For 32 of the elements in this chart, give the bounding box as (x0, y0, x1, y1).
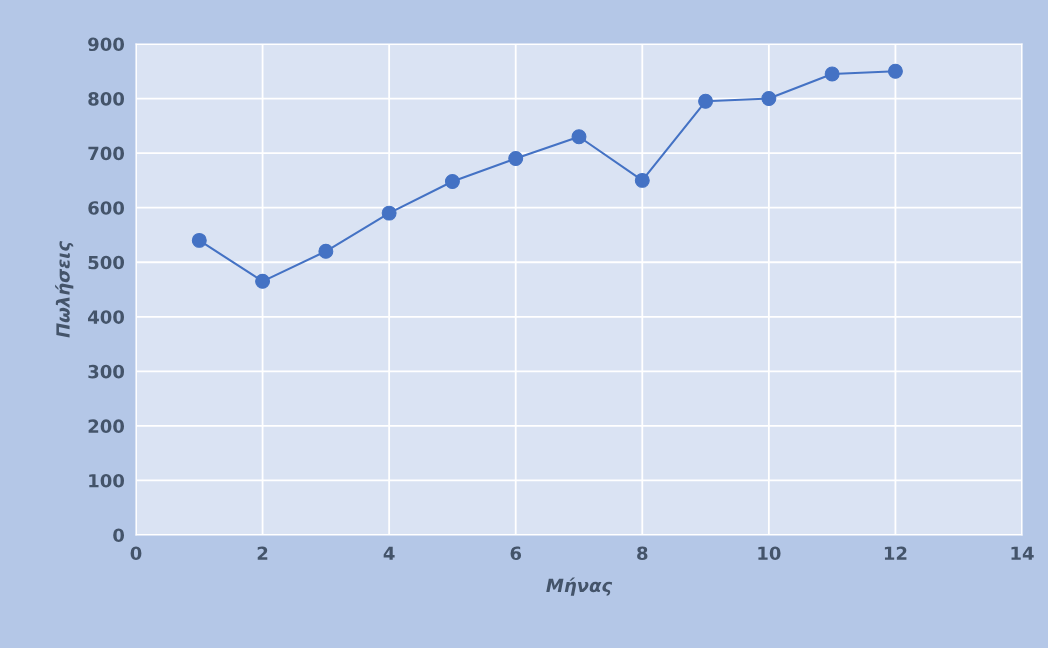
point (255, 273, 271, 289)
point (191, 232, 207, 248)
point (824, 66, 840, 82)
x-tick-label: 12 (884, 546, 907, 560)
x-tick-label: 10 (758, 546, 781, 561)
x-tick-label: 0 (130, 546, 142, 561)
x-tick-label: 2 (257, 546, 268, 560)
x-tick-label: 6 (510, 546, 522, 561)
y-tick-label: 900 (88, 37, 125, 52)
point (444, 174, 460, 189)
y-tick-label: 500 (88, 255, 125, 270)
point (318, 243, 334, 259)
y-tick-label: 400 (88, 310, 125, 324)
x-axis-title: Μήνας (546, 577, 613, 596)
x-tick-label: 4 (383, 546, 395, 560)
y-tick-label: 800 (88, 92, 125, 106)
point (381, 205, 397, 221)
y-tick-label: 300 (88, 364, 125, 379)
y-tick-label: 700 (88, 146, 125, 161)
point (761, 91, 777, 107)
y-tick-label: 100 (89, 473, 125, 488)
point (698, 93, 714, 109)
point (571, 129, 587, 145)
y-axis-title: Πωλήσεις (55, 241, 74, 338)
point (887, 63, 903, 79)
y-tick-label: 600 (88, 201, 125, 215)
y-tick-label: 0 (113, 528, 125, 543)
x-tick-label: 8 (637, 546, 648, 561)
x-tick-label: 14 (1011, 546, 1034, 560)
point (508, 151, 524, 167)
y-tick-label: 200 (88, 419, 125, 434)
point (634, 172, 650, 188)
